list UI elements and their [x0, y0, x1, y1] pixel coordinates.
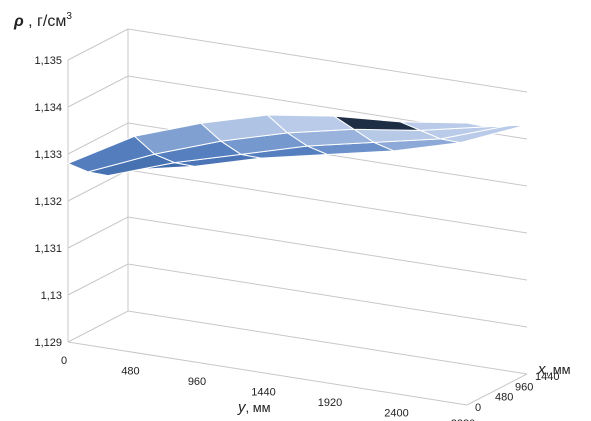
- x-tick-label: 0: [475, 402, 481, 414]
- z-tick-label: 1,132: [34, 196, 62, 208]
- z-axis-ticks: 1,129 1,13 1,131 1,132 1,133 1,134 1,135: [34, 55, 62, 349]
- x-tick-label: 1440: [535, 371, 559, 383]
- surface-plot: [67, 114, 528, 177]
- z-tick-label: 1,129: [34, 337, 62, 349]
- z-gridline: [67, 263, 528, 328]
- surface-patch: [400, 121, 488, 131]
- floor-edge: [466, 373, 528, 406]
- y-axis-title: y, мм: [237, 399, 271, 416]
- z-tick-label: 1,133: [34, 149, 62, 161]
- chart-gridlines: [67, 28, 528, 406]
- x-axis-title: x, мм: [537, 361, 571, 378]
- y-axis-ticks: 0 480 960 1440 1920 2400 2880: [61, 355, 475, 421]
- floor-edge: [67, 341, 468, 406]
- z-gridline: [67, 28, 528, 93]
- z-tick-label: 1,131: [34, 243, 62, 255]
- z-gridline: [67, 169, 528, 234]
- y-tick-label: 0: [61, 355, 67, 367]
- x-tick-label: 960: [515, 381, 533, 393]
- y-tick-label: 2880: [451, 418, 475, 421]
- y-tick-label: 2400: [384, 408, 408, 420]
- z-tick-label: 1,13: [41, 290, 62, 302]
- y-tick-label: 1440: [251, 387, 275, 399]
- z-axis-title: ρ , г/см3: [13, 11, 72, 30]
- x-tick-label: 480: [495, 392, 513, 404]
- y-tick-label: 960: [188, 376, 206, 388]
- z-tick-label: 1,135: [34, 55, 62, 67]
- z-tick-label: 1,134: [34, 102, 62, 114]
- y-tick-label: 480: [121, 366, 139, 378]
- z-gridline: [67, 216, 528, 281]
- y-tick-label: 1920: [318, 397, 342, 409]
